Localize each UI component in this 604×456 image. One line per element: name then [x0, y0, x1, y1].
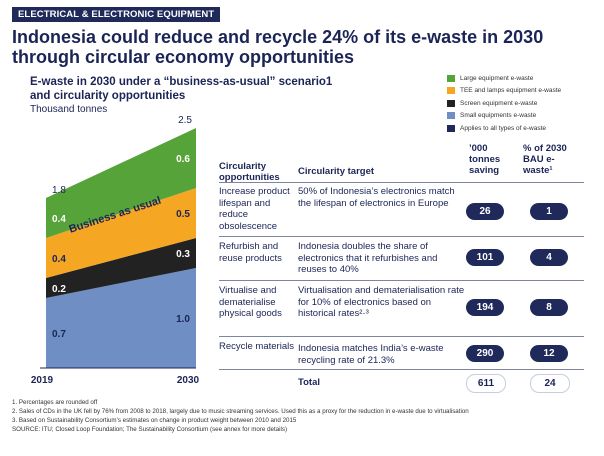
legend-item-small: Small equipments e-waste — [447, 110, 561, 123]
legend-item-tee: TEE and lamps equipment e-waste — [447, 85, 561, 98]
saving-badge: 101 — [466, 249, 504, 266]
legend: Large equipment e-waste TEE and lamps eq… — [447, 72, 561, 135]
footnote-3: 3. Based on Sustainability Consortium’s … — [12, 417, 297, 424]
legend-swatch — [447, 112, 455, 120]
row-divider — [219, 369, 584, 370]
value-label-2030: 0.3 — [176, 249, 190, 260]
legend-label: Small equipments e-waste — [460, 112, 537, 120]
total-label-2030: 2.5 — [178, 115, 192, 126]
total-label: Total — [298, 377, 320, 388]
legend-label: Applies to all types of e-waste — [460, 124, 546, 132]
value-label-2019: 0.2 — [52, 284, 66, 295]
unit-label: Thousand tonnes — [30, 104, 108, 115]
footnote-source: SOURCE: ITU; Closed Loop Foundation; The… — [12, 426, 288, 433]
row-target: Virtualisation and dematerialisation rat… — [298, 285, 465, 319]
value-label-2030: 1.0 — [176, 314, 190, 325]
footnote-2: 2. Sales of CDs in the UK fell by 76% fr… — [12, 408, 469, 415]
row-target: 50% of Indonesia’s electronics match the… — [298, 186, 455, 209]
row-divider — [219, 336, 584, 337]
legend-item-large: Large equipment e-waste — [447, 72, 561, 85]
legend-swatch — [447, 74, 455, 82]
value-label-2019: 0.4 — [52, 214, 66, 225]
share-badge: 4 — [530, 249, 568, 266]
value-label-2030: 0.5 — [176, 209, 190, 220]
page-title: Indonesia could reduce and recycle 24% o… — [12, 27, 544, 67]
row-divider — [219, 236, 584, 237]
value-label-2019: 0.4 — [52, 254, 66, 265]
row-opportunity: Virtualise and dematerialise physical go… — [219, 285, 282, 319]
x-tick-2030: 2030 — [177, 375, 200, 386]
legend-label: TEE and lamps equipment e-waste — [460, 87, 562, 95]
header-opportunity: Circularity opportunities — [219, 161, 280, 183]
total-share-badge: 24 — [530, 374, 570, 393]
area-large-equipment — [46, 128, 196, 238]
row-opportunity: Recycle materials — [219, 341, 294, 352]
area-small-equipment — [46, 268, 196, 368]
row-opportunity: Refurbish and reuse products — [219, 241, 282, 264]
area-tee-lamps — [46, 188, 196, 278]
row-divider — [219, 280, 584, 281]
value-label-2030: 0.6 — [176, 154, 190, 165]
header-divider — [219, 182, 584, 183]
section-tag: ELECTRICAL & ELECTRONIC EQUIPMENT — [12, 7, 221, 22]
legend-swatch — [447, 87, 455, 95]
legend-item-all: Applies to all types of e-waste — [447, 122, 561, 135]
saving-badge: 194 — [466, 299, 504, 316]
legend-swatch — [447, 124, 455, 132]
area-screen-equipment — [46, 238, 196, 298]
chart-subtitle: E-waste in 2030 under a “business-as-usu… — [30, 76, 333, 102]
value-label-2019: 0.7 — [52, 329, 66, 340]
row-opportunity: Increase product lifespan and reduce obs… — [219, 186, 290, 232]
header-saving: ’000 tonnes saving — [469, 143, 501, 176]
share-badge: 1 — [530, 203, 568, 220]
share-badge: 12 — [530, 345, 568, 362]
row-target: Indonesia doubles the share of electroni… — [298, 241, 438, 275]
share-badge: 8 — [530, 299, 568, 316]
footnote-1: 1. Percentages are rounded off — [12, 399, 98, 406]
header-target: Circularity target — [298, 166, 375, 177]
saving-badge: 290 — [466, 345, 504, 362]
legend-label: Screen equipment e-waste — [460, 99, 538, 107]
saving-badge: 26 — [466, 203, 504, 220]
x-tick-2019: 2019 — [31, 375, 54, 386]
legend-label: Large equipment e-waste — [460, 74, 534, 82]
row-target: Indonesia matches India’s e-waste recycl… — [298, 343, 444, 366]
legend-item-screen: Screen equipment e-waste — [447, 97, 561, 110]
header-share: % of 2030 BAU e-waste¹ — [523, 143, 567, 176]
total-saving-badge: 611 — [466, 374, 506, 393]
legend-swatch — [447, 99, 455, 107]
total-label-2019: 1.8 — [52, 185, 66, 196]
